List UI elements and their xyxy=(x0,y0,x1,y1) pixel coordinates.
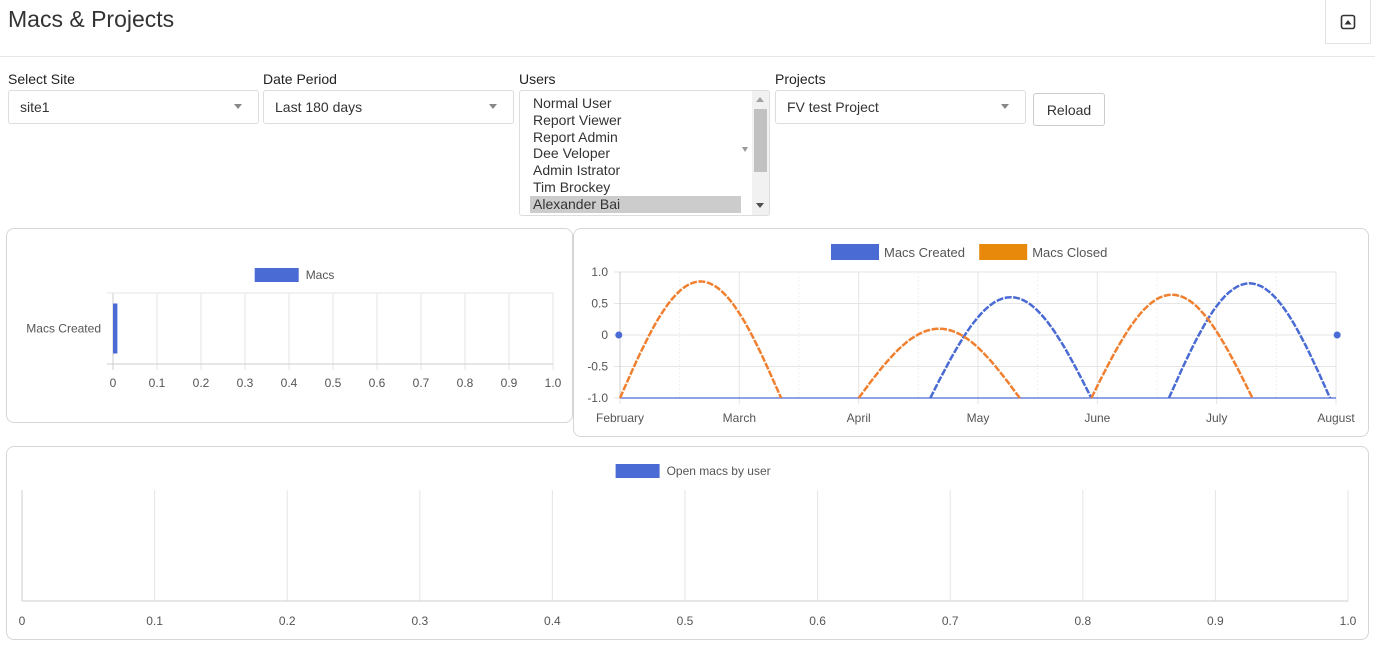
scroll-up-icon[interactable] xyxy=(756,97,764,102)
x-tick-label: 0.5 xyxy=(677,614,694,628)
series-point xyxy=(1333,331,1341,339)
x-tick-label: 0.9 xyxy=(501,376,518,390)
user-option[interactable]: Admin Istrator xyxy=(533,162,621,179)
x-tick-label: August xyxy=(1317,411,1355,425)
user-option[interactable]: Report Viewer xyxy=(533,111,622,128)
x-tick-label: 0.2 xyxy=(279,614,296,628)
series-line xyxy=(1167,282,1332,399)
x-tick-label: 0.2 xyxy=(193,376,210,390)
macs-timeline-card: 1.0 0.5 0 -0.5 -1.0 February March April May June… xyxy=(573,228,1369,437)
chevron-down-icon xyxy=(1001,104,1009,109)
x-tick-label: 1.0 xyxy=(545,376,562,390)
x-tick-label: 0.4 xyxy=(281,376,298,390)
page-header: Macs & Projects xyxy=(0,0,1375,57)
x-tick-label: 0.1 xyxy=(146,614,163,628)
x-tick-label: 0.9 xyxy=(1207,614,1224,628)
projects-select[interactable]: FV test Project xyxy=(775,90,1026,124)
macs-chart-card: 0 0.1 0.2 0.3 0.4 0.5 0.6 0.7 0.8 0.9 1.0 Macs Macs … xyxy=(6,228,573,423)
open-macs-chart: 0 0.1 0.2 0.3 0.4 0.5 0.6 0.7 0.8 0.9 1.0 Open macs… xyxy=(19,464,1357,628)
x-tick-label: 0.4 xyxy=(544,614,561,628)
site-label: Select Site xyxy=(8,71,75,87)
user-option[interactable]: Dee Veloper xyxy=(533,145,611,162)
x-tick-label: 0 xyxy=(110,376,117,390)
y-tick-label: 0 xyxy=(601,328,608,342)
legend-label: Macs Closed xyxy=(1032,245,1107,260)
user-option[interactable]: Tim Brockey xyxy=(533,178,611,195)
x-tick-label: 0.6 xyxy=(369,376,386,390)
site-select-value: site1 xyxy=(20,99,50,115)
chevron-down-icon xyxy=(234,104,242,109)
user-option-selected[interactable]: Alexander Bai xyxy=(530,195,741,213)
x-tick-label: 0.3 xyxy=(237,376,254,390)
chevron-down-icon xyxy=(742,147,748,152)
users-scrollbar[interactable] xyxy=(752,91,769,215)
x-tick-label: 0 xyxy=(19,614,26,628)
legend-swatch xyxy=(254,268,299,282)
series-line xyxy=(857,327,1021,399)
y-tick-label: -0.5 xyxy=(587,360,608,374)
scrollbar-thumb[interactable] xyxy=(754,109,767,172)
users-listbox[interactable]: Normal User Report Viewer Report Admin D… xyxy=(519,90,770,216)
x-tick-label: June xyxy=(1084,411,1110,425)
series-line xyxy=(1090,293,1254,399)
chevron-down-icon xyxy=(489,104,497,109)
scroll-down-icon[interactable] xyxy=(756,203,764,208)
series-line xyxy=(929,295,1093,399)
site-select[interactable]: site1 xyxy=(8,90,259,124)
legend-label: Macs Created xyxy=(884,245,965,260)
legend-label: Macs xyxy=(306,268,335,282)
collapse-button[interactable] xyxy=(1325,0,1371,44)
x-tick-label: 0.1 xyxy=(149,376,166,390)
x-tick-label: July xyxy=(1206,411,1227,425)
page-title: Macs & Projects xyxy=(8,6,175,32)
legend-swatch xyxy=(615,464,660,478)
x-tick-label: February xyxy=(596,411,644,425)
x-tick-label: 0.3 xyxy=(411,614,428,628)
user-option[interactable]: Normal User xyxy=(533,95,612,111)
x-tick-label: 0.8 xyxy=(457,376,474,390)
open-macs-chart-card: 0 0.1 0.2 0.3 0.4 0.5 0.6 0.7 0.8 0.9 1.0 Open macs… xyxy=(6,446,1369,640)
x-tick-label: 0.7 xyxy=(413,376,430,390)
users-list: Normal User Report Viewer Report Admin D… xyxy=(530,95,741,213)
x-tick-label: 0.6 xyxy=(809,614,826,628)
reload-button[interactable]: Reload xyxy=(1033,93,1105,126)
collapse-up-icon xyxy=(1340,14,1356,29)
y-tick-label: 0.5 xyxy=(591,297,608,311)
macs-timeline-chart: 1.0 0.5 0 -0.5 -1.0 February March April May June… xyxy=(587,244,1355,425)
x-tick-label: May xyxy=(967,411,990,425)
x-tick-label: 0.5 xyxy=(325,376,342,390)
date-period-value: Last 180 days xyxy=(275,99,363,115)
bar-macs-created xyxy=(113,303,118,354)
x-tick-label: 1.0 xyxy=(1340,614,1357,628)
x-tick-label: 0.8 xyxy=(1074,614,1091,628)
x-tick-label: April xyxy=(847,411,871,425)
macs-chart: 0 0.1 0.2 0.3 0.4 0.5 0.6 0.7 0.8 0.9 1.0 Macs Macs … xyxy=(26,268,562,390)
series-line xyxy=(618,280,783,399)
user-option[interactable]: Report Admin xyxy=(533,128,618,145)
series-point xyxy=(615,331,623,339)
users-label: Users xyxy=(519,71,556,87)
projects-label: Projects xyxy=(775,71,826,87)
y-tick-label: -1.0 xyxy=(587,391,608,405)
y-tick-label: 1.0 xyxy=(591,265,608,279)
category-label: Macs Created xyxy=(26,322,101,336)
legend-swatch xyxy=(831,244,879,260)
date-period-select[interactable]: Last 180 days xyxy=(263,90,514,124)
x-tick-label: 0.7 xyxy=(942,614,959,628)
x-tick-label: March xyxy=(723,411,756,425)
projects-select-value: FV test Project xyxy=(787,99,879,115)
legend-label: Open macs by user xyxy=(667,464,771,478)
legend-swatch xyxy=(979,244,1028,260)
date-period-label: Date Period xyxy=(263,71,337,87)
